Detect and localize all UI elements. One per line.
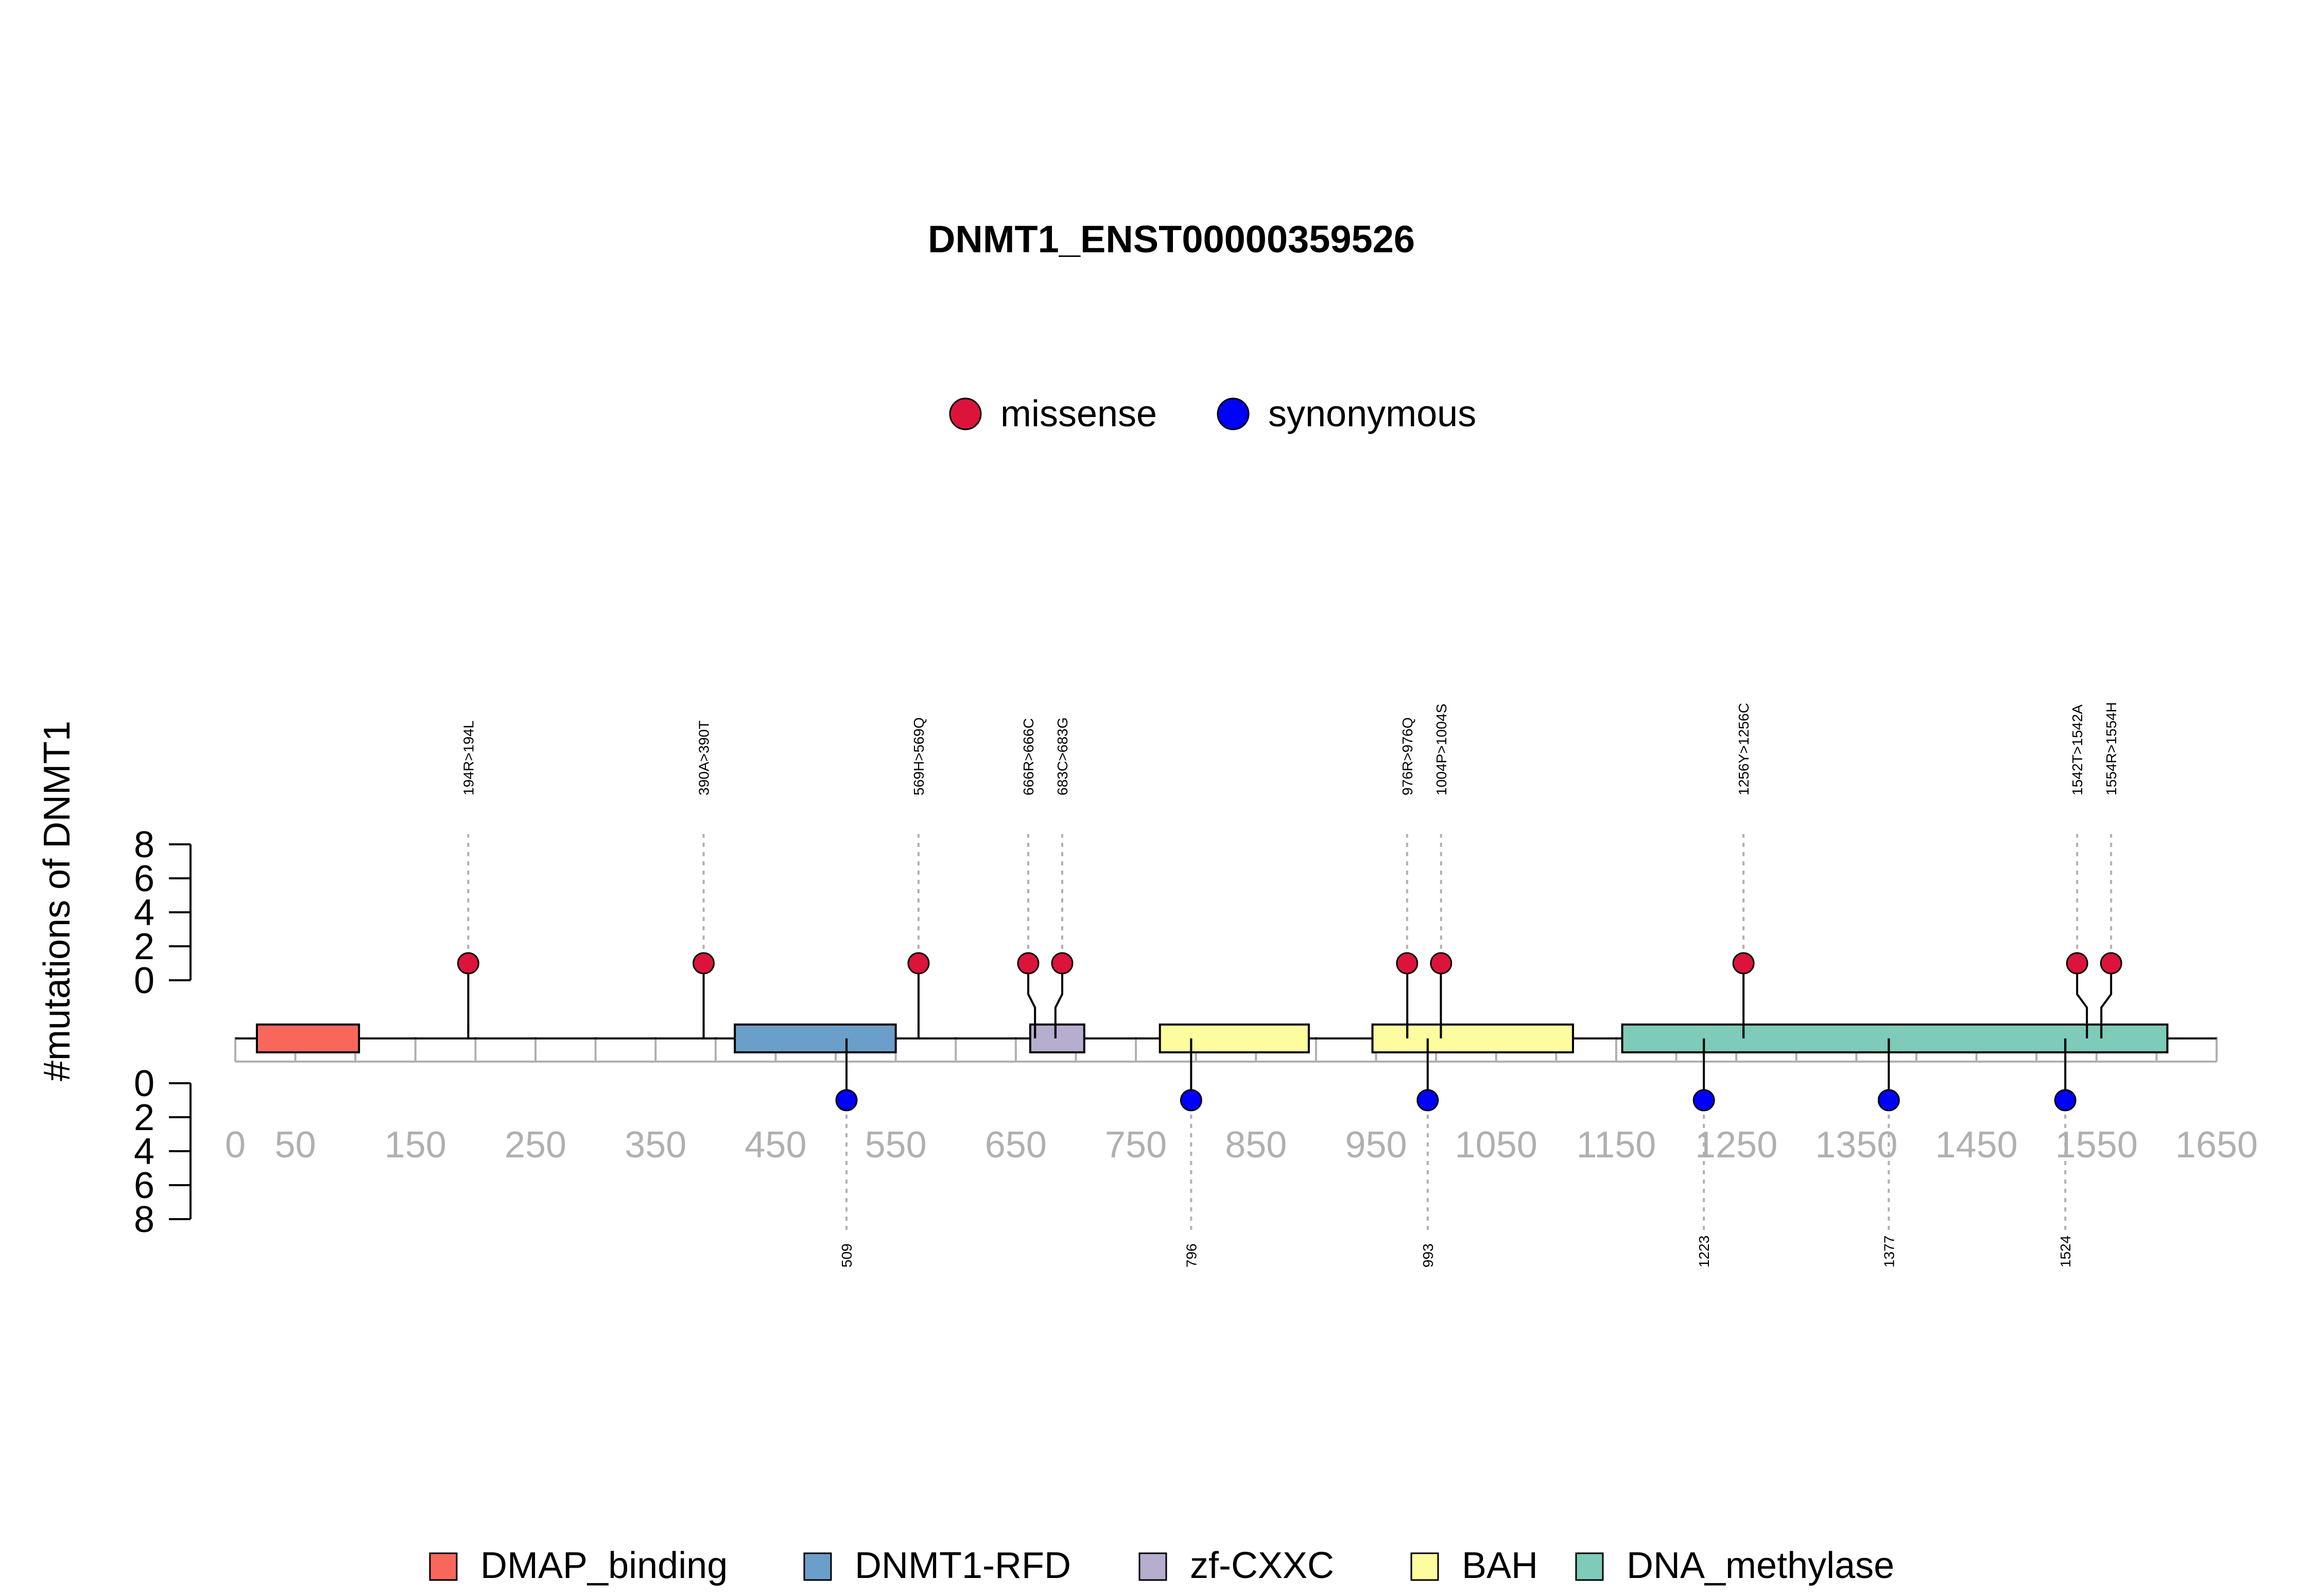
missense-label-390a-390t: 390A>390T — [696, 720, 712, 795]
legend-marker-synonymous — [1217, 397, 1250, 430]
domain-legend: DMAP_binding DNMT1-RFD zf-CXXC BAH DNA_methy… — [429, 1545, 1894, 1586]
x-tick-label-1150: 1150 — [1577, 1124, 1656, 1166]
missense-point-683c-683g — [1051, 952, 1074, 975]
missense-point-390a-390t — [693, 952, 715, 975]
y-top-tick-label-6: 6 — [134, 858, 154, 899]
x-tick-label-950: 950 — [1345, 1124, 1407, 1166]
x-tick-label-850: 850 — [1225, 1124, 1287, 1166]
synonymous-label-509: 509 — [839, 1243, 855, 1268]
legend-label-dmap_binding: DMAP_binding — [480, 1545, 728, 1586]
x-tick-label-50: 50 — [275, 1124, 316, 1166]
missense-point-666r-666c — [1017, 952, 1040, 975]
stem-1542t-1542a — [2076, 963, 2088, 1038]
synonymous-point-1377 — [1877, 1089, 1900, 1112]
legend-swatch-dmap_binding — [429, 1552, 458, 1581]
missense-label-1256y-1256c: 1256Y>1256C — [1736, 703, 1752, 795]
domain-bah-3 — [1158, 1023, 1310, 1053]
x-tick-label-550: 550 — [865, 1124, 927, 1166]
x-tick-label-250: 250 — [505, 1124, 566, 1166]
y-top-tick-label-4: 4 — [134, 892, 154, 933]
synonymous-label-993: 993 — [1420, 1243, 1436, 1268]
synonymous-point-796 — [1180, 1089, 1202, 1112]
protein-domains — [255, 1023, 2169, 1053]
missense-point-1542t-1542a — [2066, 952, 2088, 975]
x-tick-label-650: 650 — [985, 1124, 1047, 1166]
missense-point-1256y-1256c — [1732, 952, 1755, 975]
synonymous-point-1524 — [2054, 1089, 2077, 1112]
x-axis: 0 50 150 250 350 450 550 650 750 850 950 1050 1150 12… — [225, 1037, 2258, 1166]
missense-label-666r-666c: 666R>666C — [1021, 718, 1036, 795]
legend-label-dna_methylase: DNA_methylase — [1627, 1545, 1894, 1586]
x-tick-label-450: 450 — [745, 1124, 806, 1166]
x-tick-label-1650: 1650 — [2175, 1124, 2258, 1166]
y-top-tick-label-8: 8 — [134, 824, 154, 865]
synonymous-label-796: 796 — [1183, 1243, 1199, 1268]
missense-label-1542t-1542a: 1542T>1542A — [2069, 704, 2085, 795]
synonymous-point-509 — [835, 1089, 858, 1112]
x-tick-label-150: 150 — [385, 1124, 446, 1166]
legend-swatch-bah — [1410, 1552, 1439, 1581]
stem-683c-683g — [1054, 963, 1064, 1038]
legend-label-dnmt1-rfd: DNMT1-RFD — [855, 1545, 1071, 1586]
y-top-tick-label-2: 2 — [134, 926, 154, 967]
legend-marker-missense — [949, 397, 982, 430]
x-tick-label-1350: 1350 — [1815, 1124, 1897, 1166]
chart-title: DNMT1_ENST00000359526 — [928, 218, 1415, 261]
mutation-lollipops: 194R>194L 390A>390T 569H>569Q 666R>666C 683C… — [457, 702, 2122, 1268]
missense-label-569h-569q: 569H>569Q — [911, 717, 927, 795]
y-bottom-tick-label-4: 4 — [134, 1131, 154, 1172]
y-bottom-tick-label-8: 8 — [134, 1199, 154, 1240]
x-tick-label-1450: 1450 — [1935, 1124, 2017, 1166]
legend-swatch-dna_methylase — [1575, 1552, 1604, 1581]
x-tick-label-1050: 1050 — [1455, 1124, 1537, 1166]
y-bottom-tick-label-2: 2 — [134, 1097, 154, 1138]
legend-swatch-zf-cxxc — [1138, 1552, 1167, 1581]
missense-point-1554r-1554h — [2100, 952, 2122, 975]
stem-1554r-1554h — [2100, 963, 2113, 1038]
missense-label-1554r-1554h: 1554R>1554H — [2103, 702, 2119, 795]
legend-label-missense: missense — [1000, 393, 1157, 435]
domain-dmap_binding-0 — [255, 1023, 360, 1053]
synonymous-label-1223: 1223 — [1696, 1236, 1712, 1268]
missense-point-569h-569q — [907, 952, 930, 975]
y-top-tick-label-0: 0 — [134, 960, 154, 1001]
synonymous-point-993 — [1416, 1089, 1439, 1112]
missense-point-1004p-1004s — [1430, 952, 1453, 975]
synonymous-label-1377: 1377 — [1881, 1236, 1897, 1268]
stem-666r-666c — [1027, 963, 1036, 1038]
synonymous-label-1524: 1524 — [2057, 1236, 2073, 1268]
y-bottom-tick-label-6: 6 — [134, 1165, 154, 1206]
missense-label-1004p-1004s: 1004P>1004S — [1433, 704, 1449, 795]
x-tick-label-750: 750 — [1105, 1124, 1167, 1166]
legend-label-synonymous: synonymous — [1268, 393, 1476, 435]
missense-label-976r-976q: 976R>976Q — [1399, 717, 1415, 795]
legend-label-bah: BAH — [1462, 1545, 1538, 1586]
x-tick-label-0: 0 — [225, 1124, 246, 1166]
y-axis-label: #mutations of DNMT1 — [37, 721, 78, 1081]
x-tick-label-1550: 1550 — [2055, 1124, 2138, 1166]
legend-swatch-dnmt1-rfd — [803, 1552, 832, 1581]
x-tick-label-350: 350 — [625, 1124, 686, 1166]
missense-label-683c-683g: 683C>683G — [1054, 717, 1070, 795]
synonymous-point-1223 — [1692, 1089, 1715, 1112]
missense-point-194r-194l — [457, 952, 479, 975]
domain-zf-cxxc-2 — [1029, 1023, 1085, 1053]
missense-point-976r-976q — [1396, 952, 1419, 975]
y-bottom-tick-label-0: 0 — [134, 1063, 154, 1104]
legend-label-zf-cxxc: zf-CXXC — [1190, 1545, 1334, 1586]
missense-label-194r-194l: 194R>194L — [460, 720, 476, 795]
domain-dna_methylase-5 — [1621, 1023, 2169, 1053]
domain-bah-4 — [1371, 1023, 1574, 1053]
x-tick-label-1250: 1250 — [1695, 1124, 1777, 1166]
mutation-legend: missense synonymous — [949, 393, 1476, 435]
domain-dnmt1-rfd-1 — [734, 1023, 897, 1053]
